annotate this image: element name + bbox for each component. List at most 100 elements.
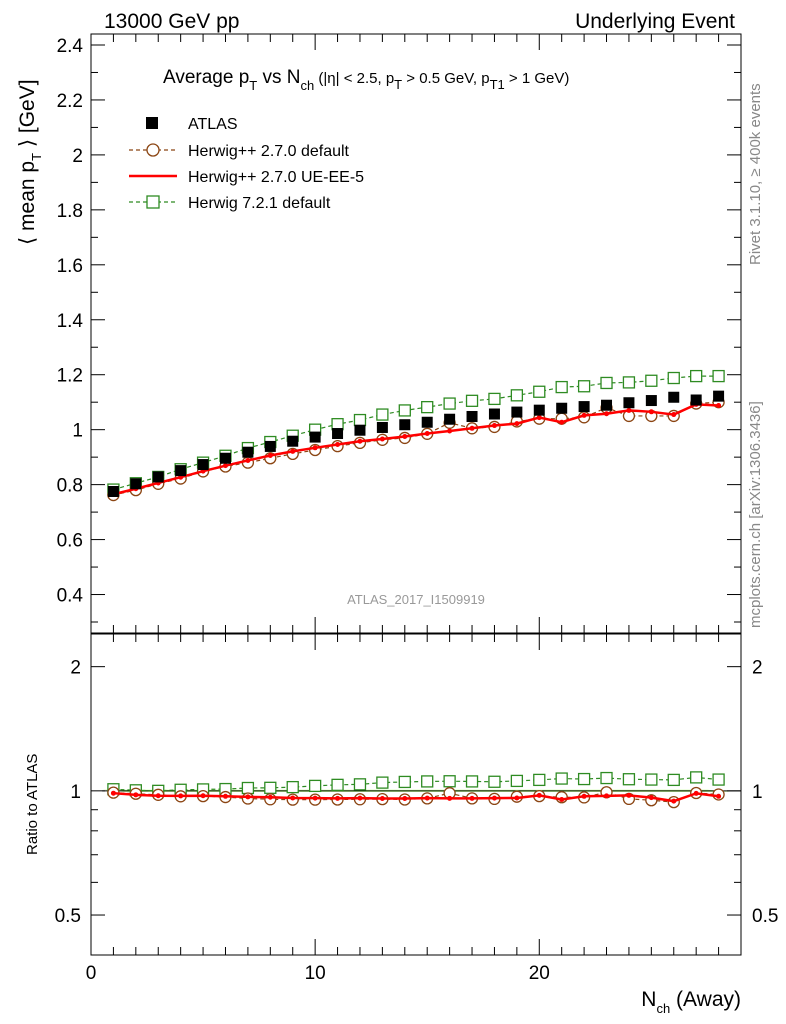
analysis-id: ATLAS_2017_I1509919 xyxy=(347,592,485,607)
point-atlas xyxy=(152,471,164,483)
legend-marker-atlas xyxy=(146,117,158,129)
ratio-point-herwig72 xyxy=(308,779,322,793)
ratio-point-herwig-ueee5 xyxy=(491,795,497,801)
ratio-y-tick-label-right: 1 xyxy=(752,782,763,803)
ratio-point-herwig-ueee5 xyxy=(200,793,206,799)
main-plot-frame xyxy=(90,33,742,634)
ratio-point-herwig-ueee5 xyxy=(648,795,654,801)
point-herwig72 xyxy=(555,380,568,394)
ratio-point-herwig-ueee5 xyxy=(469,795,475,801)
ratio-point-herwig-ueee5 xyxy=(290,795,296,801)
x-tick-label: 10 xyxy=(305,963,326,984)
chart-title: Average pT vs Nch (|η| < 2.5, pT > 0.5 G… xyxy=(163,67,569,93)
point-atlas xyxy=(197,459,209,471)
legend: ATLAS Herwig++ 2.7.0 default Herwig++ 2.… xyxy=(129,116,364,212)
point-atlas xyxy=(309,431,321,443)
point-herwig72 xyxy=(600,376,613,390)
point-herwig72 xyxy=(398,404,411,417)
ratio-point-herwig72 xyxy=(443,775,456,788)
point-atlas xyxy=(399,419,411,431)
point-atlas xyxy=(645,395,657,407)
point-herwig72 xyxy=(488,392,501,406)
point-atlas xyxy=(601,399,613,411)
ratio-y-tick-label: 2 xyxy=(70,658,81,679)
ratio-point-herwig72 xyxy=(622,773,636,786)
ratio-point-herwig-ueee5 xyxy=(671,798,677,804)
point-herwig-ueee5 xyxy=(379,436,385,442)
point-herwig-ueee5 xyxy=(626,407,632,413)
legend-marker-herwig72 xyxy=(146,195,160,209)
point-herwig-ueee5 xyxy=(290,448,296,454)
ratio-point-herwig-ueee5 xyxy=(178,793,184,799)
point-atlas xyxy=(444,413,456,425)
point-herwig-ueee5 xyxy=(581,412,587,418)
point-atlas xyxy=(287,435,299,447)
ratio-point-herwig72 xyxy=(286,780,299,794)
point-herwig72 xyxy=(667,371,680,385)
ratio-point-herwig-ueee5 xyxy=(267,794,273,800)
point-atlas xyxy=(332,428,344,440)
point-herwig72 xyxy=(533,385,546,398)
ratio-y-tick-label: 0.5 xyxy=(55,906,81,927)
point-atlas xyxy=(264,440,276,452)
ratio-point-herwig-ueee5 xyxy=(379,796,385,802)
point-herwig-ueee5 xyxy=(424,431,430,437)
legend-label-atlas: ATLAS xyxy=(188,116,238,133)
ratio-point-herwig-ueee5 xyxy=(222,793,228,799)
ratio-point-herwig-ueee5 xyxy=(581,793,587,799)
point-atlas xyxy=(533,404,545,416)
point-atlas xyxy=(623,397,635,409)
series-line-herwig72 xyxy=(113,375,719,491)
point-herwig-ueee5 xyxy=(335,442,341,448)
point-atlas xyxy=(376,421,388,433)
ratio-point-herwig-ueee5 xyxy=(133,792,139,798)
ratio-point-herwig72 xyxy=(264,781,277,794)
main-y-tick-label: 2.2 xyxy=(57,91,83,112)
ratio-point-herwig-ueee5 xyxy=(447,795,453,801)
ratio-point-herwig-ueee5 xyxy=(110,790,116,796)
legend-marker-herwig-default xyxy=(146,143,160,157)
x-tick-label: 0 xyxy=(86,963,97,984)
point-herwig-ueee5 xyxy=(312,445,318,451)
point-herwig72 xyxy=(645,374,658,387)
main-y-axis-label: ⟨ mean pT ⟩ [GeV] xyxy=(16,79,44,245)
point-atlas xyxy=(242,446,254,458)
main-y-tick-label: 1.2 xyxy=(57,366,83,387)
ratio-point-herwig72 xyxy=(690,771,703,784)
ratio-point-herwig-ueee5 xyxy=(312,795,318,801)
ratio-point-herwig72 xyxy=(398,775,411,789)
main-y-tick-label: 0.4 xyxy=(57,586,84,607)
main-y-tick-label: 1.6 xyxy=(57,256,83,277)
point-atlas xyxy=(488,408,500,420)
point-herwig-ueee5 xyxy=(267,452,273,458)
ratio-point-herwig72 xyxy=(510,774,524,788)
point-herwig-ueee5 xyxy=(514,421,520,427)
point-atlas xyxy=(219,452,231,464)
point-herwig72 xyxy=(622,376,636,389)
source-info: mcplots.cern.ch [arXiv:1306.3436] xyxy=(747,401,764,628)
main-series xyxy=(107,369,725,502)
main-y-tick-label: 0.8 xyxy=(57,476,83,497)
point-atlas xyxy=(421,416,433,428)
point-herwig-ueee5 xyxy=(491,423,497,429)
ratio-point-herwig-ueee5 xyxy=(155,793,161,799)
ratio-point-herwig-ueee5 xyxy=(604,793,610,799)
point-herwig-ueee5 xyxy=(604,411,610,417)
ratio-point-herwig72 xyxy=(667,773,680,787)
ratio-y-tick-label-right: 0.5 xyxy=(752,906,778,927)
ratio-point-herwig-ueee5 xyxy=(536,792,542,798)
point-herwig72 xyxy=(465,394,479,407)
point-herwig-ueee5 xyxy=(245,457,251,463)
point-herwig72 xyxy=(353,413,367,427)
point-herwig72 xyxy=(376,408,389,421)
point-herwig72 xyxy=(510,389,524,402)
ratio-point-herwig72 xyxy=(555,772,568,785)
ratio-point-herwig-ueee5 xyxy=(693,790,699,796)
main-y-tick-label: 1 xyxy=(72,421,83,442)
header-right: Underlying Event xyxy=(575,10,735,33)
ratio-axis-ticks: 0.5 0.5 1 1 2 2 xyxy=(55,658,778,956)
main-y-tick-label: 2.4 xyxy=(57,36,84,57)
point-atlas xyxy=(578,401,590,413)
series-line-herwig-ueee5 xyxy=(113,403,719,496)
